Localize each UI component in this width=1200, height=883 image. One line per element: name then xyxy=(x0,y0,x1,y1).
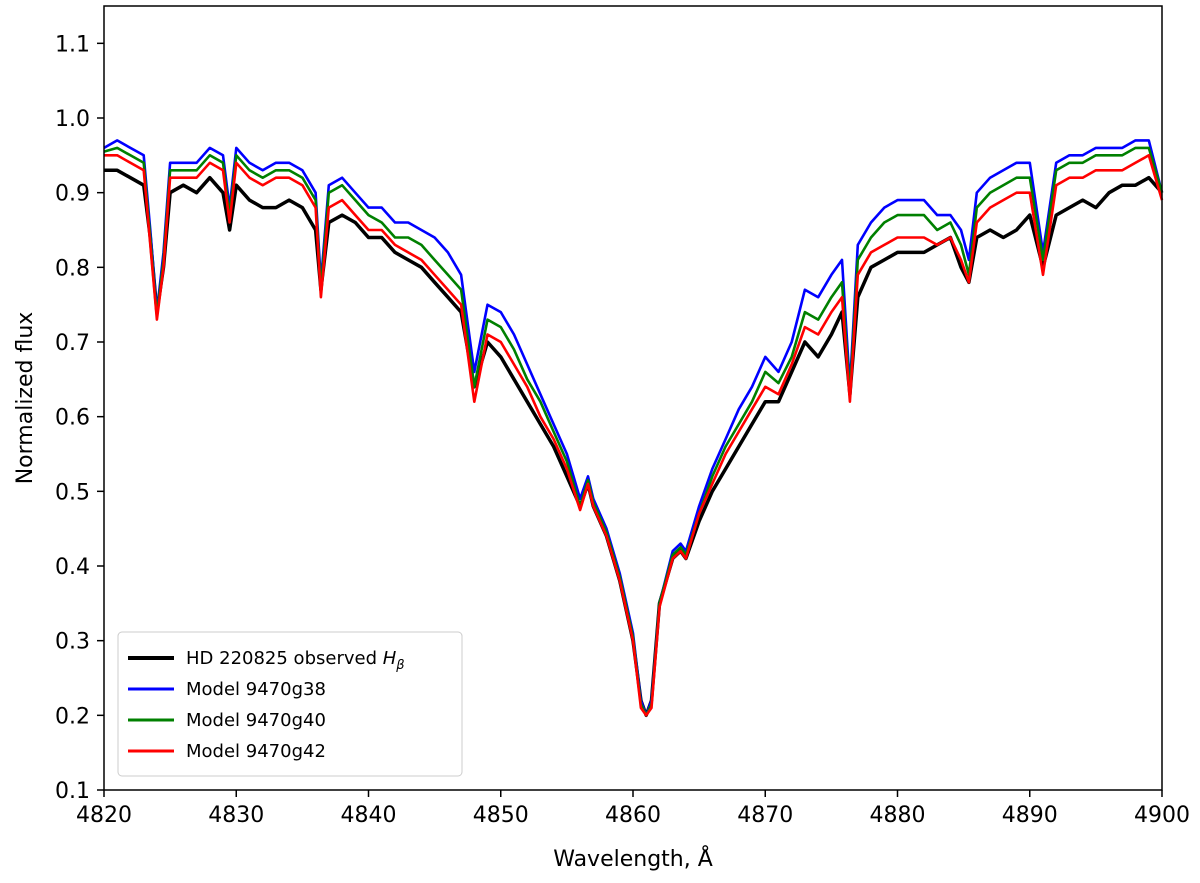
y-tick-label: 0.7 xyxy=(55,331,90,356)
x-tick-label: 4850 xyxy=(473,803,529,828)
y-tick-label: 0.4 xyxy=(55,555,90,580)
axis-ticks: 4820 4830 4840 4850 4860 4870 4880 4890 4900 0.1 0… xyxy=(55,32,1190,828)
legend-box xyxy=(117,631,463,777)
x-tick-label: 4900 xyxy=(1134,803,1190,828)
x-tick-label: 4840 xyxy=(341,803,397,828)
y-axis-title: Normalized flux xyxy=(13,312,38,485)
y-tick-label: 0.8 xyxy=(55,256,90,281)
y-tick-label: 1.1 xyxy=(55,32,90,57)
y-tick-label: 0.1 xyxy=(55,779,90,804)
legend-label-2: Model 9470g40 xyxy=(186,710,326,731)
x-tick-label: 4880 xyxy=(870,803,926,828)
x-tick-label: 4830 xyxy=(208,803,264,828)
x-tick-label: 4870 xyxy=(737,803,793,828)
x-tick-label: 4860 xyxy=(605,803,661,828)
y-tick-label: 0.5 xyxy=(55,480,90,505)
series-line-1 xyxy=(103,139,1164,717)
series-layer xyxy=(103,139,1164,718)
legend-label-1: Model 9470g38 xyxy=(186,679,326,700)
legend-label-0: HD 220825 observed Hβ xyxy=(186,648,405,673)
y-tick-label: 0.3 xyxy=(55,630,90,655)
y-tick-label: 0.2 xyxy=(55,704,90,729)
legend-label-3: Model 9470g42 xyxy=(186,741,326,762)
y-tick-label: 1.0 xyxy=(55,107,90,132)
y-tick-label: 0.6 xyxy=(55,406,90,431)
plot-frame xyxy=(103,5,1163,791)
series-line-3 xyxy=(104,154,1164,717)
y-tick-label: 0.9 xyxy=(55,182,90,207)
x-axis-title: Wavelength, Å xyxy=(553,845,713,872)
legend: HD 220825 observed Hβ Model 9470g38 Model … xyxy=(117,631,463,777)
x-tick-label: 4890 xyxy=(1002,803,1058,828)
x-tick-label: 4820 xyxy=(76,803,132,828)
